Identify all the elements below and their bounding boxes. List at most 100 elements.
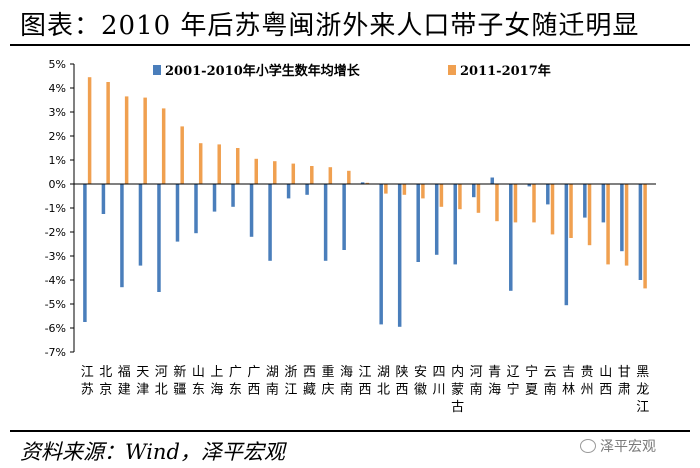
category-label: 河北 (155, 365, 168, 398)
bar-2001-2010-2 (120, 184, 124, 288)
category-label: 上海 (210, 365, 223, 398)
bar-2011-2017-8 (235, 148, 240, 184)
category-label: 北京 (99, 365, 112, 398)
category-label: 陕西 (396, 365, 409, 398)
category-label: 新疆 (173, 364, 186, 398)
bar-2001-2010-30 (638, 184, 643, 280)
title-underline (10, 44, 690, 46)
footer-rule (10, 430, 690, 432)
bar-2011-2017-20 (458, 184, 462, 210)
bar-2001-2010-7 (212, 184, 217, 212)
bar-2011-2017-19 (439, 184, 444, 207)
bar-2001-2010-14 (342, 184, 346, 250)
bar-2001-2010-19 (434, 184, 439, 255)
y-tick-label: 1% (49, 154, 66, 167)
category-label: 黑龙江 (636, 365, 649, 415)
bar-2011-2017-16 (384, 184, 388, 194)
bar-2011-2017-6 (198, 143, 203, 184)
bar-2011-2017-24 (532, 184, 536, 223)
category-label: 四川 (433, 365, 446, 398)
watermark-text: 泽平宏观 (600, 439, 656, 455)
category-label: 广东 (229, 365, 242, 398)
category-label: 西藏 (303, 365, 316, 398)
bar-2011-2017-30 (643, 184, 647, 289)
bar-2001-2010-24 (527, 184, 532, 187)
bar-2011-2017-13 (328, 167, 333, 184)
category-label: 辽宁 (507, 365, 520, 398)
bar-2011-2017-21 (476, 184, 481, 213)
bar-2011-2017-28 (606, 184, 610, 265)
category-label: 山西 (599, 365, 612, 398)
category-label: 天津 (136, 365, 149, 398)
x-axis-categories: 江苏北京福建天津河北新疆山东上海广东广西湖南浙江西藏重庆海南江西湖北陕西安徽四川… (81, 364, 649, 415)
y-tick-label: 3% (49, 106, 66, 119)
bar-2011-2017-0 (87, 77, 92, 184)
y-tick-label: 5% (49, 58, 66, 71)
category-label: 江苏 (81, 365, 94, 398)
y-axis: 5% 4% 3% 2% 1% 0% -1% -2% -3% -4% -5% -6% -7% (45, 58, 75, 359)
bar-2011-2017-2 (124, 96, 129, 184)
bar-2011-2017-17 (402, 184, 407, 195)
bar-2011-2017-5 (180, 126, 184, 184)
bar-2011-2017-22 (495, 184, 499, 222)
category-label: 海南 (340, 365, 353, 398)
bar-2001-2010-11 (286, 184, 291, 199)
bar-2011-2017-27 (587, 184, 592, 246)
bar-2001-2010-22 (490, 177, 495, 184)
bar-2001-2010-23 (509, 184, 513, 291)
category-label: 江西 (358, 365, 371, 398)
y-tick-label: -7% (45, 346, 66, 359)
bar-2011-2017-25 (550, 184, 555, 235)
bar-2001-2010-16 (379, 184, 383, 325)
y-tick-label: 2% (49, 130, 66, 143)
source-note: 资料来源：Wind，泽平宏观 (20, 440, 285, 464)
category-label: 湖北 (377, 365, 390, 398)
category-label: 重庆 (321, 364, 334, 398)
category-label: 吉林 (562, 365, 575, 398)
category-label: 宁夏 (525, 364, 538, 398)
bar-chart: 2001-2010年小学生数年均增长 2011-2017年 5% 4% 3% 2% 1%… (45, 58, 656, 415)
category-label: 贵州 (581, 365, 594, 398)
category-label: 山东 (192, 365, 205, 398)
bar-2011-2017-26 (569, 184, 573, 238)
bar-2011-2017-23 (513, 184, 518, 223)
legend-label-2011-2017: 2011-2017年 (460, 63, 551, 79)
bar-2001-2010-20 (453, 184, 457, 265)
bar-2001-2010-3 (138, 184, 143, 266)
bar-2011-2017-3 (143, 97, 147, 184)
bar-2001-2010-10 (268, 184, 272, 261)
y-tick-label: -6% (45, 322, 66, 335)
bar-2001-2010-4 (157, 184, 161, 292)
bar-2011-2017-7 (217, 144, 221, 184)
category-label: 甘肃 (618, 365, 631, 398)
y-tick-label: -4% (45, 274, 66, 287)
bar-2001-2010-13 (323, 184, 328, 261)
bar-2011-2017-29 (624, 184, 629, 266)
bar-2001-2010-18 (416, 184, 420, 262)
bar-2011-2017-1 (106, 82, 110, 184)
y-tick-label: -3% (45, 250, 66, 263)
y-tick-label: 0% (49, 178, 66, 191)
bar-2011-2017-11 (291, 163, 296, 184)
bar-2001-2010-9 (249, 184, 254, 237)
bar-2001-2010-29 (620, 184, 624, 252)
category-label: 青海 (488, 365, 501, 398)
bar-2001-2010-21 (472, 184, 476, 198)
category-label: 安徽 (414, 365, 427, 398)
bar-2001-2010-6 (194, 184, 198, 234)
bar-2001-2010-26 (564, 184, 569, 306)
bar-2001-2010-17 (397, 184, 402, 327)
category-label: 云南 (544, 365, 557, 398)
bar-2011-2017-18 (421, 184, 425, 199)
y-tick-label: -5% (45, 298, 66, 311)
y-tick-label: -1% (45, 202, 66, 215)
legend: 2001-2010年小学生数年均增长 2011-2017年 (153, 63, 551, 79)
y-tick-label: -2% (45, 226, 66, 239)
legend-swatch-2011-2017 (448, 65, 456, 75)
bar-2001-2010-15 (360, 182, 365, 184)
bar-2011-2017-9 (254, 158, 258, 184)
category-label: 河南 (470, 365, 483, 398)
bar-2001-2010-0 (83, 184, 87, 322)
bar-2001-2010-8 (231, 184, 235, 207)
bar-2011-2017-10 (273, 161, 277, 184)
